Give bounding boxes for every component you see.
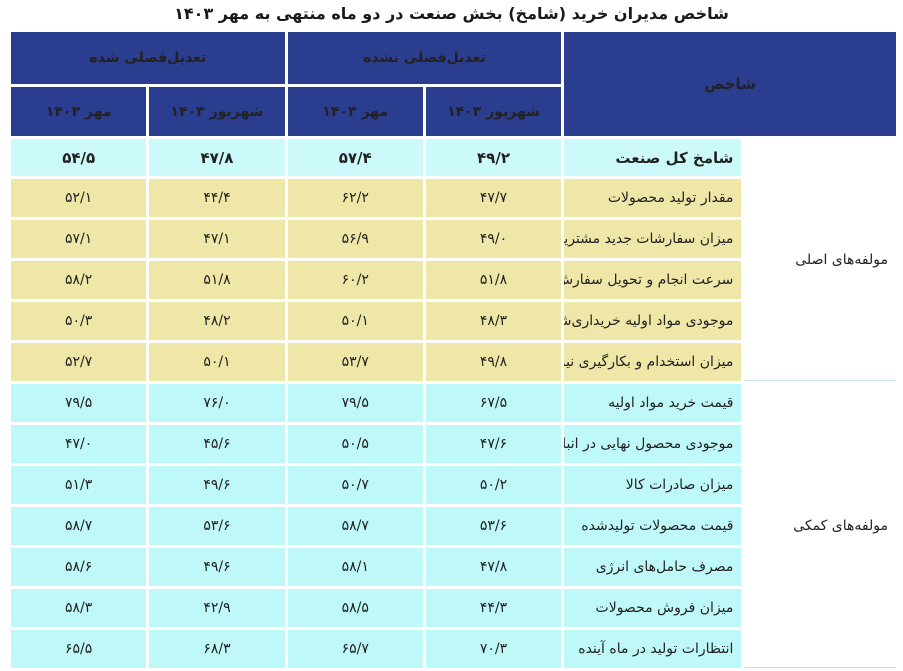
value-cell: ۴۲/۹ xyxy=(149,589,285,627)
group-label-aux: مولفه‌های کمکی xyxy=(744,384,896,668)
value-cell: ۴۸/۳ xyxy=(425,302,562,340)
value-cell: ۵۰/۷ xyxy=(287,466,423,504)
value-cell: ۵۳/۷ xyxy=(287,343,423,381)
value-cell: ۵۱/۸ xyxy=(149,261,285,299)
value-cell: ۵۰/۲ xyxy=(425,466,562,504)
value-cell: ۵۰/۵ xyxy=(287,425,423,463)
value-cell: ۵۰/۱ xyxy=(287,302,423,340)
value-cell: ۴۷/۸ xyxy=(149,139,285,176)
table-title: شاخص مدیران خرید (شامخ) بخش صنعت در دو م… xyxy=(174,4,729,23)
table-row: مقدار تولید محصولات ۴۷/۷ ۶۲/۲ ۴۴/۴ ۵۲/۱ xyxy=(11,179,896,217)
row-label: میزان فروش محصولات xyxy=(564,589,742,627)
value-cell: ۷۹/۵ xyxy=(287,384,423,422)
row-label: قیمت محصولات تولیدشده xyxy=(564,507,742,545)
table-row: میزان استخدام و بکارگیری نیروی انسانی ۴۹… xyxy=(11,343,896,381)
value-cell: ۵۸/۷ xyxy=(287,507,423,545)
header-indicator: شاخص xyxy=(564,32,896,136)
value-cell: ۴۹/۶ xyxy=(149,548,285,586)
value-cell: ۵۱/۳ xyxy=(11,466,147,504)
header-month-shahrivar-sa: شهریور ۱۴۰۳ xyxy=(149,87,285,136)
value-cell: ۵۸/۶ xyxy=(11,548,147,586)
table-row: میزان فروش محصولات ۴۴/۳ ۵۸/۵ ۴۲/۹ ۵۸/۳ xyxy=(11,589,896,627)
group-label-main: مولفه‌های اصلی xyxy=(744,139,896,381)
value-cell: ۵۲/۱ xyxy=(11,179,147,217)
value-cell: ۵۷/۱ xyxy=(11,220,147,258)
value-cell: ۴۷/۱ xyxy=(149,220,285,258)
table-row: موجودی مواد اولیه خریداری‌شده ۴۸/۳ ۵۰/۱ … xyxy=(11,302,896,340)
value-cell: ۵۸/۲ xyxy=(11,261,147,299)
value-cell: ۶۰/۲ xyxy=(287,261,423,299)
value-cell: ۶۵/۵ xyxy=(11,630,147,668)
header-adjusted: تعدیل‌فصلی شده xyxy=(11,32,285,84)
row-label: انتظارات تولید در ماه آینده xyxy=(564,630,742,668)
row-label: میزان صادرات کالا xyxy=(564,466,742,504)
header-row-2: شهریور ۱۴۰۳ مهر ۱۴۰۳ شهریور ۱۴۰۳ مهر ۱۴۰… xyxy=(11,87,896,136)
table-row: موجودی محصول نهایی در انبار ۴۷/۶ ۵۰/۵ ۴۵… xyxy=(11,425,896,463)
row-label: موجودی محصول نهایی در انبار xyxy=(564,425,742,463)
value-cell: ۴۴/۴ xyxy=(149,179,285,217)
value-cell: ۶۸/۳ xyxy=(149,630,285,668)
value-cell: ۶۲/۲ xyxy=(287,179,423,217)
value-cell: ۴۸/۲ xyxy=(149,302,285,340)
value-cell: ۵۸/۵ xyxy=(287,589,423,627)
value-cell: ۵۱/۸ xyxy=(425,261,562,299)
row-label: شامخ کل صنعت xyxy=(564,139,742,176)
table-row: سرعت انجام و تحویل سفارش ۵۱/۸ ۶۰/۲ ۵۱/۸ … xyxy=(11,261,896,299)
table-row-total: مولفه‌های اصلی شامخ کل صنعت ۴۹/۲ ۵۷/۴ ۴۷… xyxy=(11,139,896,381)
value-cell: ۵۸/۱ xyxy=(287,548,423,586)
value-cell: ۴۹/۶ xyxy=(149,466,285,504)
value-cell: ۴۴/۳ xyxy=(425,589,562,627)
value-cell: ۴۹/۰ xyxy=(425,220,562,258)
pmi-table: شاخص تعدیل‌فصلی نشده تعدیل‌فصلی شده شهری… xyxy=(8,29,899,671)
value-cell: ۵۳/۶ xyxy=(425,507,562,545)
table-row: میزان سفارشات جدید مشتریان ۴۹/۰ ۵۶/۹ ۴۷/… xyxy=(11,220,896,258)
row-label: مقدار تولید محصولات xyxy=(564,179,742,217)
value-cell: ۷۰/۳ xyxy=(425,630,562,668)
value-cell: ۷۹/۵ xyxy=(11,384,147,422)
table-row: میزان صادرات کالا ۵۰/۲ ۵۰/۷ ۴۹/۶ ۵۱/۳ xyxy=(11,466,896,504)
value-cell: ۵۸/۳ xyxy=(11,589,147,627)
table-row: مولفه‌های کمکی قیمت خرید مواد اولیه ۶۷/۵… xyxy=(11,384,896,668)
value-cell: ۵۶/۹ xyxy=(287,220,423,258)
value-cell: ۴۷/۶ xyxy=(425,425,562,463)
value-cell: ۵۸/۷ xyxy=(11,507,147,545)
value-cell: ۵۷/۴ xyxy=(287,139,423,176)
value-cell: ۶۵/۷ xyxy=(287,630,423,668)
value-cell: ۴۹/۲ xyxy=(425,139,562,176)
table-row: مصرف حامل‌های انرژی ۴۷/۸ ۵۸/۱ ۴۹/۶ ۵۸/۶ xyxy=(11,548,896,586)
header-month-shahrivar-nsa: شهریور ۱۴۰۳ xyxy=(425,87,562,136)
value-cell: ۵۴/۵ xyxy=(11,139,147,176)
value-cell: ۴۵/۶ xyxy=(149,425,285,463)
value-cell: ۵۰/۱ xyxy=(149,343,285,381)
value-cell: ۴۷/۸ xyxy=(425,548,562,586)
header-month-mehr-nsa: مهر ۱۴۰۳ xyxy=(287,87,423,136)
row-label: موجودی مواد اولیه خریداری‌شده xyxy=(564,302,742,340)
value-cell: ۶۷/۵ xyxy=(425,384,562,422)
value-cell: ۴۹/۸ xyxy=(425,343,562,381)
row-label: میزان سفارشات جدید مشتریان xyxy=(564,220,742,258)
header-month-mehr-sa: مهر ۱۴۰۳ xyxy=(11,87,147,136)
row-label: مصرف حامل‌های انرژی xyxy=(564,548,742,586)
value-cell: ۵۲/۷ xyxy=(11,343,147,381)
value-cell: ۷۶/۰ xyxy=(149,384,285,422)
header-row-1: شاخص تعدیل‌فصلی نشده تعدیل‌فصلی شده xyxy=(11,32,896,136)
value-cell: ۴۷/۰ xyxy=(11,425,147,463)
value-cell: ۴۷/۷ xyxy=(425,179,562,217)
row-label: میزان استخدام و بکارگیری نیروی انسانی xyxy=(564,343,742,381)
value-cell: ۵۰/۳ xyxy=(11,302,147,340)
value-cell: ۵۳/۶ xyxy=(149,507,285,545)
table-row: قیمت محصولات تولیدشده ۵۳/۶ ۵۸/۷ ۵۳/۶ ۵۸/… xyxy=(11,507,896,545)
row-label: قیمت خرید مواد اولیه xyxy=(564,384,742,422)
header-not-adjusted: تعدیل‌فصلی نشده xyxy=(287,32,562,84)
row-label: سرعت انجام و تحویل سفارش xyxy=(564,261,742,299)
